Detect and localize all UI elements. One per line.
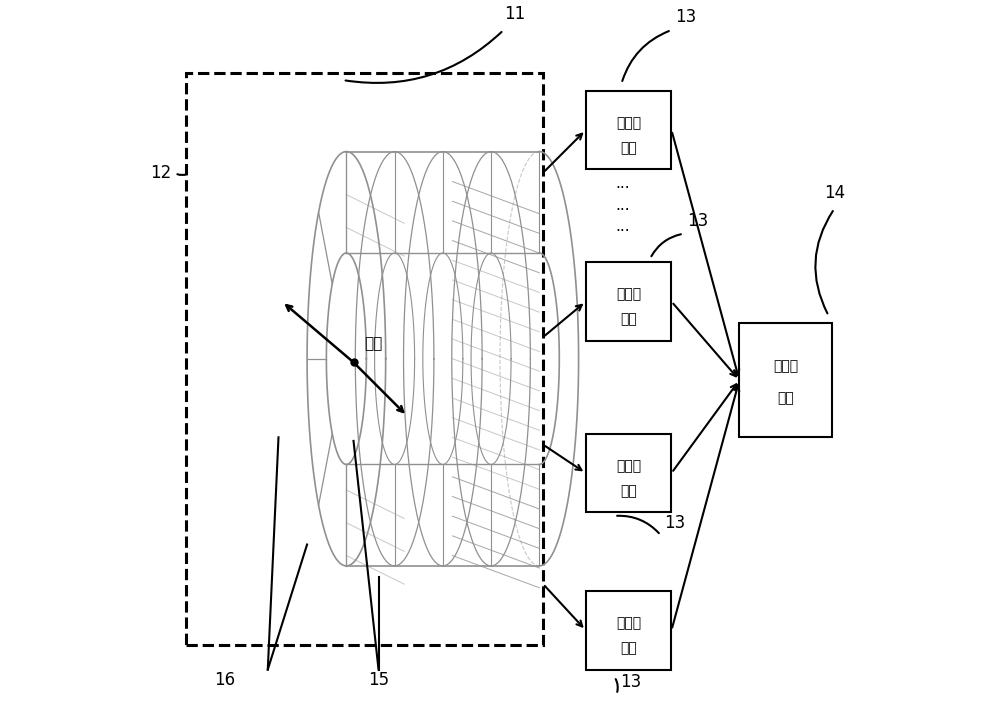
Bar — [586, 262, 671, 341]
Text: 13: 13 — [675, 9, 696, 26]
Text: 12: 12 — [150, 164, 171, 182]
Text: 13: 13 — [620, 673, 641, 691]
Text: 时间标: 时间标 — [616, 287, 641, 301]
Text: 15: 15 — [368, 671, 389, 689]
Text: 理板: 理板 — [777, 391, 794, 405]
Bar — [586, 434, 671, 513]
Text: 13: 13 — [687, 212, 708, 230]
Text: 14: 14 — [824, 183, 845, 201]
Text: 16: 16 — [214, 671, 235, 689]
Text: 定板: 定板 — [620, 141, 637, 155]
Text: ...: ... — [616, 176, 630, 191]
Text: 光子: 光子 — [364, 337, 382, 352]
Text: ...: ... — [616, 219, 630, 234]
Text: 定板: 定板 — [620, 312, 637, 326]
Text: 时间标: 时间标 — [616, 459, 641, 473]
Text: 符合处: 符合处 — [773, 359, 798, 373]
Bar — [586, 91, 671, 170]
Text: 11: 11 — [504, 5, 525, 23]
Text: 定板: 定板 — [620, 484, 637, 498]
Text: 时间标: 时间标 — [616, 616, 641, 630]
Text: ...: ... — [616, 198, 630, 213]
Bar — [586, 591, 671, 669]
Text: 定板: 定板 — [620, 641, 637, 655]
Text: 13: 13 — [664, 513, 686, 532]
Text: 时间标: 时间标 — [616, 116, 641, 130]
Bar — [739, 323, 832, 437]
